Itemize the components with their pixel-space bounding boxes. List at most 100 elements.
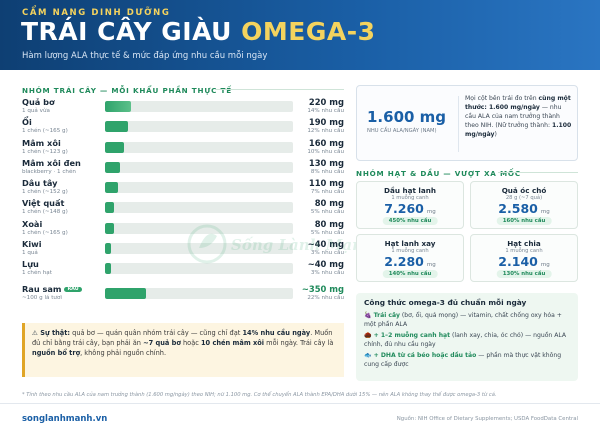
fruit-portion: 1 chén (~152 g) xyxy=(22,189,68,196)
fruits-section-heading: NHÓM TRÁI CÂY — MỖI KHẨU PHẦN THỰC TẾ xyxy=(22,86,232,95)
target-label: NHU CẦU ALA/NGÀY (NAM) xyxy=(367,128,437,134)
daily-target-box: 1.600 mg NHU CẦU ALA/NGÀY (NAM) Mọi cột … xyxy=(356,85,578,161)
fruit-bar-fill xyxy=(105,182,118,194)
seed-name: Dầu hạt lanh xyxy=(384,186,436,195)
fruit-row: Việt quất 1 chén (~148 g) 80 mg 5% nhu cầu xyxy=(22,198,344,218)
fruit-value: 190 mg xyxy=(308,117,344,128)
seed-card: Hạt chia 1 muỗng canh 2.140 mg 130% nhu cầu xyxy=(470,234,578,282)
seed-pct-badge: 130% nhu cầu xyxy=(496,270,552,278)
footer-divider xyxy=(0,403,600,404)
fruit-bar-track xyxy=(105,101,293,112)
target-desc-text: — nhu cầu ALA của nam trưởng thành theo … xyxy=(465,104,562,129)
fruit-name: Quả bơ xyxy=(22,97,55,107)
formula-item-text: — phần mà thực vật không cung cấp được xyxy=(364,352,562,368)
fruit-portion: 1 chén (~165 g) xyxy=(22,128,68,135)
fruit-name: Mâm xôi đen xyxy=(22,158,81,168)
brand-link[interactable]: songlanhmanh.vn xyxy=(22,414,108,424)
target-number: 1.600 mg xyxy=(367,108,447,126)
fruit-bar-track xyxy=(105,202,293,214)
fruit-name-text: Lựu xyxy=(22,259,39,270)
fruit-bar-track xyxy=(105,161,293,173)
fruit-name: Lựu xyxy=(22,259,39,269)
seed-portion: 1 muỗng canh xyxy=(505,248,543,254)
seed-value: 2.140 mg xyxy=(471,254,577,269)
seed-value-unit: mg xyxy=(540,209,550,215)
note-text: . Muốn đủ chỉ bằng trái cây, bạn phải ăn xyxy=(32,329,333,347)
title-highlight: OMEGA-3 xyxy=(241,17,376,46)
fruit-pct: 5% nhu cầu xyxy=(310,209,344,216)
fruit-row: Lựu 1 chén hạt ~40 mg 3% nhu cầu xyxy=(22,259,344,279)
note-emphasis: ~7 quả bơ xyxy=(143,339,181,347)
header-banner: CẨM NANG DINH DƯỠNG TRÁI CÂY GIÀU OMEGA-… xyxy=(0,0,600,70)
fruit-bar-fill xyxy=(105,263,111,275)
note-emphasis: nguồn bổ trợ xyxy=(32,349,81,357)
page-subtitle: Hàm lượng ALA thực tế & mức đáp ứng nhu … xyxy=(22,51,268,61)
header-kicker: CẨM NANG DINH DƯỠNG xyxy=(22,8,171,18)
fruit-row: Ổi 1 chén (~165 g) 190 mg 12% nhu cầu xyxy=(22,117,344,137)
note-lead: ⚠ Sự thật: xyxy=(32,329,71,337)
note-text: quả bơ — quán quân nhóm trái cây — cũng … xyxy=(70,329,243,337)
fruit-bar-fill xyxy=(105,287,146,299)
fruit-portion: 1 chén hạt xyxy=(22,270,52,277)
fruit-value: 80 mg xyxy=(314,218,344,229)
fruit-name: Việt quất xyxy=(22,198,64,208)
fruit-name: Xoài xyxy=(22,219,42,229)
formula-item-bold: Trái cây xyxy=(373,312,400,319)
fruit-value: 160 mg xyxy=(308,137,344,148)
fruit-portion: 1 quả xyxy=(22,250,38,257)
fruit-badge: RAU xyxy=(64,286,82,292)
fruit-name-text: Dâu tây xyxy=(22,178,58,189)
fruit-value: ~40 mg xyxy=(307,259,344,270)
seed-card: Quả óc chó 28 g (~7 quả) 2.580 mg 160% nhu c… xyxy=(470,181,578,229)
target-desc-text: ) xyxy=(494,131,497,138)
footnote: * Tính theo nhu cầu ALA của nam trưởng t… xyxy=(22,392,497,398)
fruit-pct: 10% nhu cầu xyxy=(307,148,344,155)
fruit-bar-track xyxy=(105,287,293,299)
note-emphasis: 14% nhu cầu ngày xyxy=(242,329,311,337)
note-text: , không phải nguồn chính. xyxy=(80,349,167,357)
seed-value-unit: mg xyxy=(426,262,436,268)
fruit-bar-track xyxy=(105,263,293,275)
fruit-pct: 12% nhu cầu xyxy=(307,128,344,135)
seed-card: Hạt lanh xay 1 muỗng canh 2.280 mg 140% nhu … xyxy=(356,234,464,282)
seed-value: 2.280 mg xyxy=(357,254,463,269)
fruit-bar-track xyxy=(105,222,293,234)
fruit-bar-fill xyxy=(105,222,114,234)
fruit-name: Rau sam RAU xyxy=(22,284,82,294)
seed-pct-badge: 140% nhu cầu xyxy=(382,270,438,278)
fruit-value: 80 mg xyxy=(314,198,344,209)
fruit-name-text: Việt quất xyxy=(22,198,65,209)
fruit-name-text: Kiwi xyxy=(22,239,42,250)
fruit-name: Dâu tây xyxy=(22,178,58,188)
target-desc-text: Mọi cột bên trái đo trên xyxy=(465,95,539,102)
fruit-portion: 1 chén (~165 g) xyxy=(22,229,68,236)
page-title: TRÁI CÂY GIÀU OMEGA-3 xyxy=(21,17,376,46)
formula-item-text: (lanh xay, chia, óc chó) — nguồn ALA chí… xyxy=(364,332,567,348)
fruit-bar-fill xyxy=(105,161,120,173)
seed-pct-badge: 160% nhu cầu xyxy=(496,217,552,225)
formula-item: 🍇 Trái cây (bơ, ổi, quả mọng) — vitamin, … xyxy=(364,311,570,329)
fruit-name-text: Ổi xyxy=(22,117,32,128)
fruit-pct: 7% nhu cầu xyxy=(310,189,344,196)
fruit-value: 110 mg xyxy=(308,178,344,189)
target-desc-bold: 1.100 mg/ngày xyxy=(465,122,572,138)
seed-name: Quả óc chó xyxy=(501,186,547,195)
fruit-value: ~40 mg xyxy=(307,239,344,250)
fruit-value: ~350 mg xyxy=(301,283,344,294)
fruit-portion: ~100 g lá tươi xyxy=(22,294,62,301)
fruit-bar-track xyxy=(105,182,293,194)
target-desc-bold: cùng một thước: 1.600 mg/ngày xyxy=(465,95,571,111)
seed-value-unit: mg xyxy=(426,209,436,215)
fruit-value: 130 mg xyxy=(308,157,344,168)
fruit-row: Mâm xôi đen blackberry · 1 chén 130 mg 8% n… xyxy=(22,158,344,178)
fruit-name: Mâm xôi xyxy=(22,138,61,148)
fruit-portion: 1 quả vừa xyxy=(22,108,50,114)
seed-value-number: 7.260 xyxy=(384,201,424,216)
formula-item: 🌰 + 1–2 muỗng canh hạt (lanh xay, chia, ó… xyxy=(364,331,570,349)
fruit-row: Rau sam RAU ~100 g lá tươi ~350 mg 22% nhu c… xyxy=(22,284,344,304)
seed-portion: 28 g (~7 quả) xyxy=(505,195,543,201)
note-text: mỗi ngày. Trái cây là xyxy=(264,339,334,347)
fruit-bar-track xyxy=(105,141,293,153)
fruit-row: Kiwi 1 quả ~40 mg 3% nhu cầu xyxy=(22,239,344,259)
fruit-row: Dâu tây 1 chén (~152 g) 110 mg 7% nhu cầu xyxy=(22,178,344,198)
